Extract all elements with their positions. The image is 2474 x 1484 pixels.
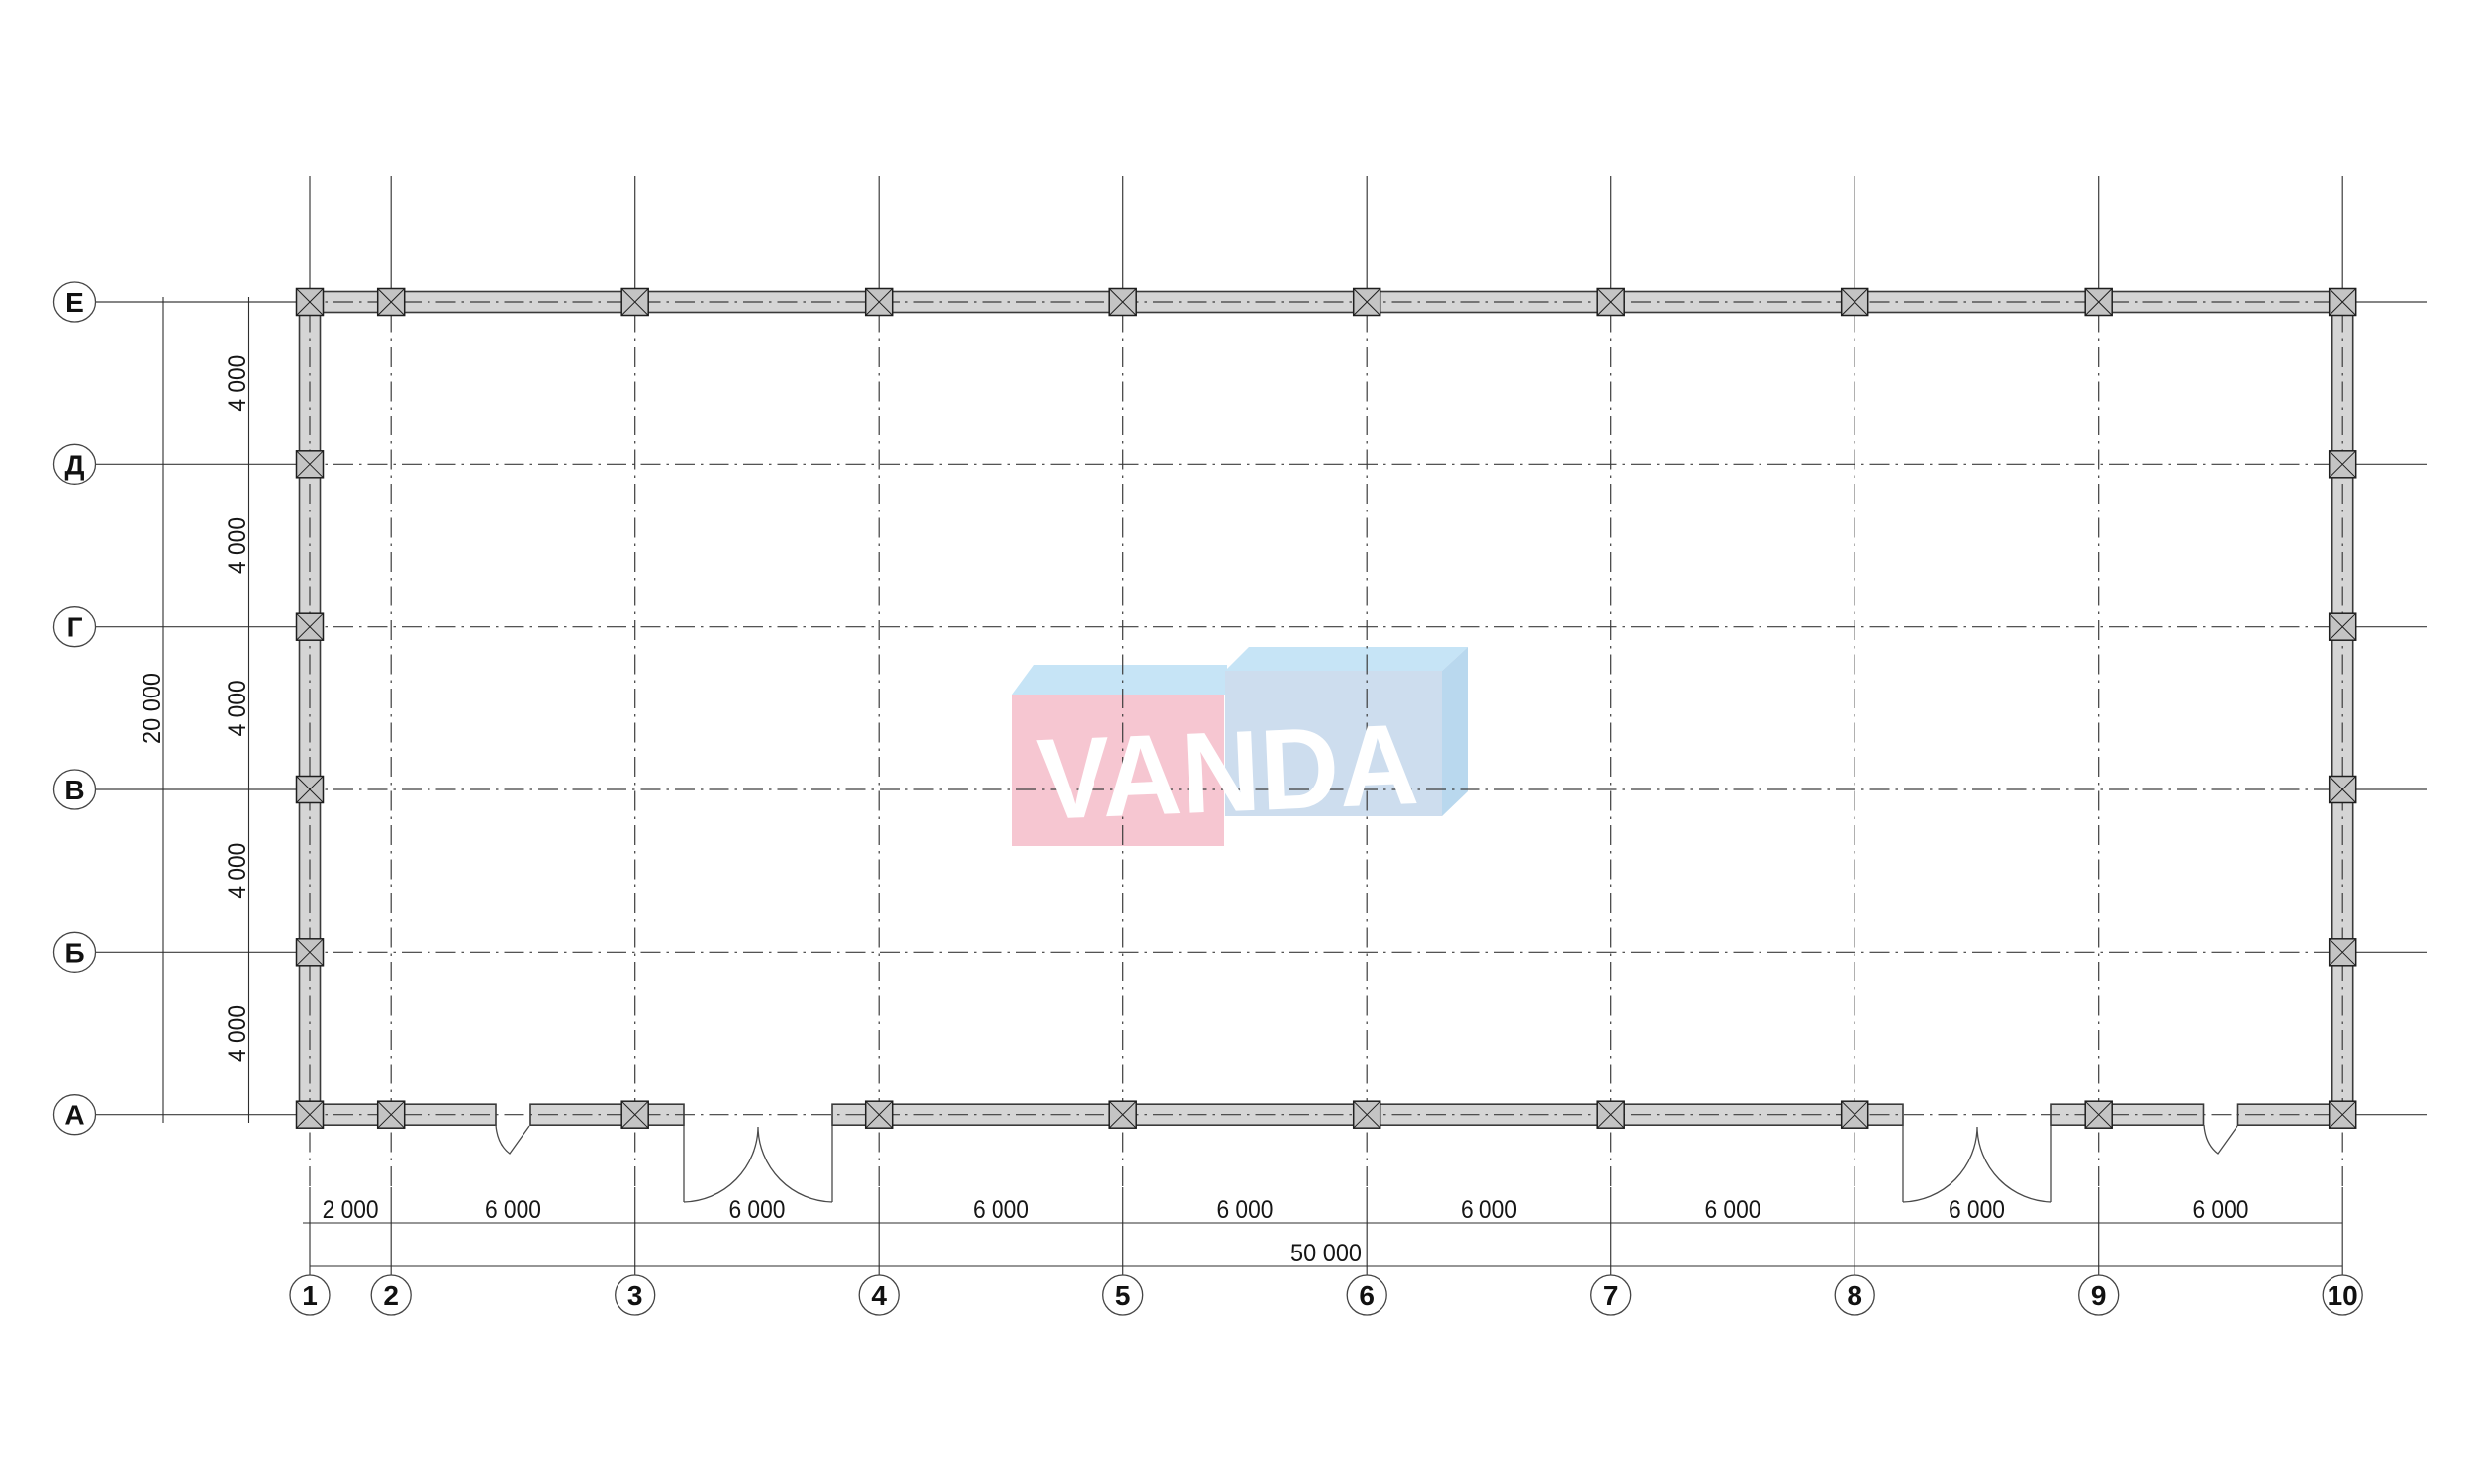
column-axis-label: 9 [2091,1280,2107,1311]
row-dimension-text: 4 000 [224,517,251,574]
column-hatch [377,288,406,316]
column-axis-label: 4 [871,1280,887,1311]
bay-dimension-text: 6 000 [1704,1196,1760,1224]
row-axis-label: Г [67,612,83,643]
column-hatch [2084,288,2113,316]
column-axis-bubble [1346,1274,1387,1316]
column-hatch [296,776,324,803]
bay-dimension-text: 6 000 [485,1196,541,1224]
column-axis-label: 1 [302,1280,318,1311]
row-dimension-text: 4 000 [224,680,251,736]
column-hatch [1108,288,1137,316]
column-hatch [1353,288,1381,316]
row-axis-label: Б [64,937,84,968]
bay-dimension-text: 6 000 [728,1196,785,1224]
door-single-right [2203,1124,2238,1155]
column-axis-label: 3 [627,1280,643,1311]
row-axis-bubble [52,931,97,973]
column-hatch [1596,288,1625,316]
row-dimension-text: 4 000 [224,843,251,899]
column-axis-label: 6 [1359,1280,1375,1311]
bay-dimension-text: 6 000 [1461,1196,1517,1224]
column-hatch [1596,1100,1625,1129]
column-axis-label: 7 [1603,1280,1619,1311]
watermark-pink-face [1012,695,1224,846]
column-axis-label: 8 [1847,1280,1862,1311]
bay-dimension-text: 6 000 [1949,1196,2005,1224]
column-hatch [296,1100,324,1129]
total-height-dimension: 20 000 [139,673,166,744]
column-axis-bubble [1590,1274,1632,1316]
column-hatch [1841,288,1869,316]
column-hatch [865,1100,894,1129]
row-axis-bubble [52,443,97,485]
row-axis-bubble [52,769,97,810]
bay-dimension-text: 6 000 [973,1196,1029,1224]
column-hatch [296,288,324,316]
column-hatch [296,450,324,479]
total-width-dimension: 50 000 [1290,1240,1362,1267]
row-axis-bubble [52,606,97,648]
door-double-right [1902,1126,2052,1203]
column-hatch [620,288,649,316]
column-axis-label: 5 [1115,1280,1131,1311]
bay-dimension-text: 2 000 [323,1196,379,1224]
row-axis-label: Д [65,449,85,480]
column-hatch [2329,288,2357,316]
column-hatch [377,1100,406,1129]
column-axis-bubble [2078,1274,2120,1316]
column-hatch [2084,1100,2113,1129]
column-hatch [1108,1100,1137,1129]
column-hatch [2329,450,2357,479]
column-hatch [2329,612,2357,641]
watermark-right-top-face [1225,647,1468,671]
door-double-left [683,1126,833,1203]
row-axis-label: Е [65,287,84,318]
column-axis-label: 2 [383,1280,399,1311]
row-axis-label: В [64,775,84,805]
row-dimension-text: 4 000 [224,1005,251,1062]
column-axis-bubble [370,1274,412,1316]
row-axis-bubble [52,281,97,323]
column-hatch [2329,1100,2357,1129]
column-hatch [296,612,324,641]
watermark-text: VANDA [1034,699,1420,844]
watermark-blue-face [1225,671,1442,816]
doors-layer [495,1124,2238,1203]
column-hatch [296,938,324,967]
column-hatch [2329,776,2357,803]
row-dimension-text: 4 000 [224,355,251,412]
column-axis-bubble [2322,1274,2363,1316]
row-axis-bubble [52,1094,97,1136]
axis-markers-layer: Е Д Г В Б А 1 2 3 4 5 6 7 8 9 10 [52,281,2363,1316]
row-axis-label: А [64,1100,84,1131]
column-axis-bubble [615,1274,656,1316]
watermark-left-top-face [1012,665,1227,695]
column-hatch [620,1100,649,1129]
column-hatch [1353,1100,1381,1129]
column-axis-bubble [1834,1274,1875,1316]
columns-layer [295,287,2357,1129]
column-hatch [1841,1100,1869,1129]
bay-dimension-text: 6 000 [2192,1196,2248,1224]
column-hatch [865,288,894,316]
column-axis-bubble [289,1274,331,1316]
dimensions-layer: 50 000 20 000 2 000 6 000 6 000 6 000 6 000 6… [139,297,2343,1267]
bay-dimension-text: 6 000 [1216,1196,1273,1224]
column-hatch [2329,938,2357,967]
column-axis-bubble [858,1274,900,1316]
column-axis-label: 10 [2328,1280,2358,1311]
watermark-logo [1012,647,1468,846]
column-axis-bubble [1102,1274,1144,1316]
door-single-left [495,1124,530,1155]
watermark-right-side-face [1442,647,1468,816]
